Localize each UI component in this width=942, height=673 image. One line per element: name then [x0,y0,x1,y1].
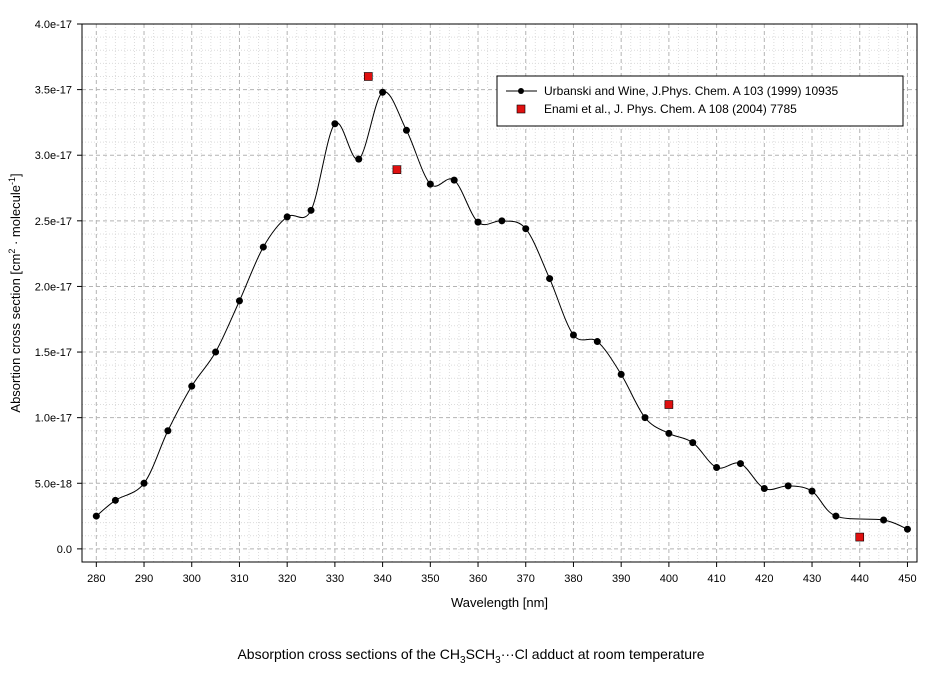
y-axis-label: Absortion cross section [cm2 · molecule-… [7,173,23,412]
data-point-urbanski [665,429,673,437]
data-point-urbanski [331,120,339,128]
y-tick-label: 2.0e-17 [35,281,72,293]
y-tick-label: 4.0e-17 [35,19,72,31]
y-label-sup-2: -1 [7,177,17,185]
y-tick-label: 3.0e-17 [35,150,72,162]
data-point-urbanski [426,180,434,188]
data-point-urbanski [212,348,220,356]
axis-ticks: 280 290 300 310 320 330 340 350 360 370 380 390 400 4… [35,19,917,585]
caption-mid: SCH [465,646,496,662]
x-tick-label: 370 [517,573,535,585]
data-series [92,72,911,542]
data-point-urbanski [546,275,554,283]
data-point-urbanski [450,176,458,184]
data-point-urbanski [569,331,577,339]
data-point-urbanski [903,525,911,533]
legend-label-urbanski: Urbanski and Wine, J.Phys. Chem. A 103 (… [544,84,838,98]
x-tick-label: 360 [469,573,487,585]
data-point-urbanski [402,126,410,134]
data-point-urbanski [164,427,172,435]
data-point-urbanski [784,482,792,490]
data-point-urbanski [188,382,196,390]
x-tick-label: 320 [278,573,296,585]
legend-circle-swatch [518,88,524,94]
chart: 280 290 300 310 320 330 340 350 360 370 380 390 400 4… [7,19,918,610]
x-axis-label: Wavelength [nm] [451,595,548,610]
legend: Urbanski and Wine, J.Phys. Chem. A 103 (… [496,75,904,127]
data-point-urbanski [498,217,506,225]
data-point-urbanski [689,439,697,447]
x-tick-label: 350 [421,573,439,585]
x-tick-label: 340 [373,573,391,585]
data-point-urbanski [92,512,100,520]
data-point-urbanski [355,155,363,163]
chart-caption: Absorption cross sections of the CH3SCH3… [0,646,942,666]
data-point-urbanski [140,479,148,487]
caption-sub-2: 3 [495,654,501,666]
legend-square-swatch [516,104,526,114]
data-point-urbanski [593,338,601,346]
data-point-urbanski [474,218,482,226]
x-tick-label: 400 [660,573,678,585]
x-tick-label: 410 [707,573,725,585]
x-tick-label: 430 [803,573,821,585]
y-label-part-3: ] [8,173,23,177]
x-tick-label: 390 [612,573,630,585]
x-tick-label: 440 [851,573,869,585]
legend-label-enami: Enami et al., J. Phys. Chem. A 108 (2004… [544,102,797,116]
data-point-urbanski [713,464,721,472]
data-point-urbanski [379,88,387,96]
data-point-urbanski [235,297,243,305]
x-tick-label: 420 [755,573,773,585]
x-tick-label: 450 [898,573,916,585]
x-tick-label: 330 [326,573,344,585]
data-point-urbanski [641,414,649,422]
y-label-sup-1: 2 [7,249,17,254]
y-label-part-2: · molecule [8,185,23,249]
y-tick-label: 1.0e-17 [35,413,72,425]
y-tick-label: 1.5e-17 [35,347,72,359]
y-tick-label: 5.0e-18 [35,478,72,490]
caption-suffix: ···Cl adduct at room temperature [500,646,705,662]
data-point-urbanski [760,485,768,493]
grid [82,23,917,562]
x-tick-label: 280 [87,573,105,585]
data-point-enami [855,532,865,542]
data-point-urbanski [736,460,744,468]
y-tick-label: 0.0 [57,544,72,556]
x-tick-label: 290 [135,573,153,585]
data-point-urbanski [111,496,119,504]
data-point-enami [392,165,402,174]
x-tick-label: 310 [230,573,248,585]
y-tick-label: 3.5e-17 [35,85,72,97]
data-point-urbanski [283,213,291,221]
x-tick-label: 380 [564,573,582,585]
data-point-urbanski [880,516,888,524]
data-point-urbanski [808,487,816,495]
x-tick-label: 300 [183,573,201,585]
series-line-urbanski [95,91,908,530]
data-point-enami [363,72,373,81]
data-point-urbanski [307,206,315,214]
legend-box [496,75,904,127]
plot-area-frame [81,23,918,563]
data-point-urbanski [617,370,625,378]
y-label-part-1: Absortion cross section [cm [8,254,23,413]
y-tick-label: 2.5e-17 [35,216,72,228]
data-point-enami [664,400,674,409]
data-point-urbanski [522,225,530,233]
data-point-urbanski [832,512,840,520]
caption-prefix: Absorption cross sections of the CH [237,646,460,662]
caption-sub-1: 3 [460,654,466,666]
data-point-urbanski [259,243,267,251]
